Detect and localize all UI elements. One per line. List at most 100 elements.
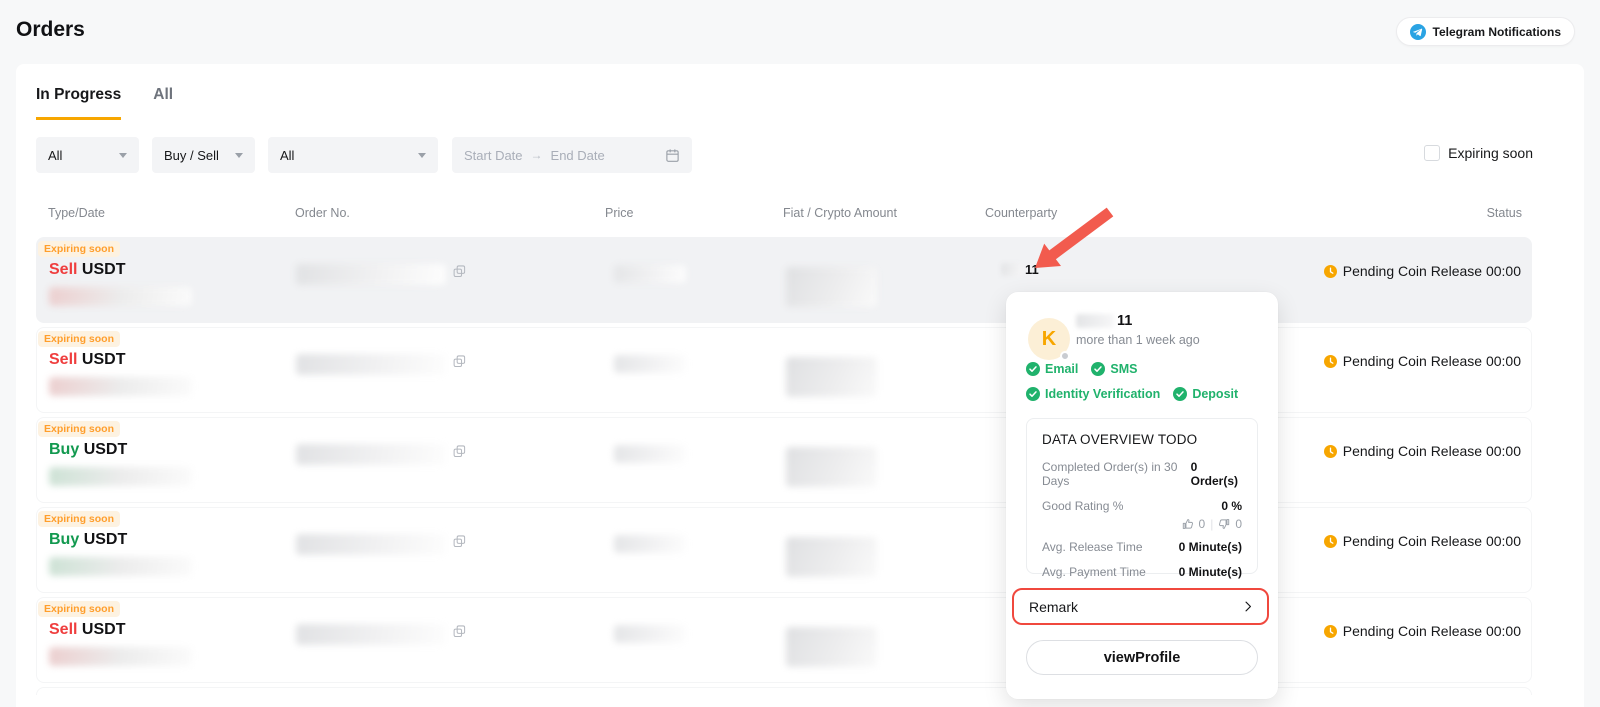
col-header-price: Price [605,206,634,220]
order-asset: USDT [81,621,126,638]
orders-card: In Progress All All Buy / Sell All Start… [16,64,1584,707]
copy-icon[interactable] [453,625,466,638]
remark-button[interactable]: Remark [1012,588,1269,625]
verification-badge-identity: Identity Verification [1026,387,1160,401]
coin-filter-dropdown[interactable]: All [36,137,139,173]
order-status: Pending Coin Release 00:00 [1323,353,1521,369]
verification-badge-email: Email [1026,362,1078,376]
order-number-redacted [296,444,446,465]
order-side: Sell [49,261,78,278]
order-number-redacted [296,534,446,555]
order-side: Sell [49,621,78,638]
order-price-redacted [614,445,686,463]
copy-icon[interactable] [453,265,466,278]
verification-label: Identity Verification [1045,387,1161,401]
order-amount-redacted [786,627,877,667]
col-header-fiat-crypto-amount: Fiat / Crypto Amount [783,206,897,220]
completed-orders-value: 0 Order(s) [1190,460,1238,488]
counterparty-name[interactable]: 11 [1001,262,1039,277]
topbar: Orders Telegram Notifications [0,0,1600,64]
date-range-picker[interactable]: Start Date → End Date [452,137,692,173]
order-row-partial[interactable] [36,687,1532,695]
tab-in-progress[interactable]: In Progress [36,86,122,120]
copy-icon[interactable] [453,355,466,368]
end-date-placeholder: End Date [550,147,605,163]
expiring-soon-checkbox-control[interactable]: Expiring soon [1424,145,1533,161]
avg-payment-label: Avg. Payment Time [1042,565,1146,579]
order-status-text: Pending Coin Release 00:00 [1342,263,1521,279]
telegram-icon [1409,23,1426,40]
order-amount-redacted [786,537,877,577]
offline-status-dot [1060,351,1070,361]
data-overview-box: DATA OVERVIEW TODO Completed Order(s) in… [1026,418,1258,579]
telegram-notifications-button[interactable]: Telegram Notifications [1395,17,1575,46]
order-number-redacted [296,264,446,285]
order-date-redacted [49,557,192,576]
order-row[interactable]: Expiring soon Sell USDT Pending Coin Rel… [36,597,1532,683]
check-circle-icon [1026,387,1040,401]
status-filter-dropdown[interactable]: All [268,137,438,173]
status-filter-value: All [280,147,295,163]
tabs: In Progress All [36,86,173,120]
col-header-order-no: Order No. [295,206,350,220]
verification-label: SMS [1110,362,1138,376]
check-circle-icon [1091,362,1106,376]
thumbs-up-count: 0 [1198,517,1206,531]
order-amount-redacted [786,357,877,397]
col-header-type-date: Type/Date [48,206,105,220]
expiring-soon-badge: Expiring soon [38,331,121,347]
order-type: Buy USDT [49,441,127,459]
expiring-soon-badge: Expiring soon [38,601,121,617]
remark-label: Remark [1029,598,1079,615]
counterparty-suffix: 11 [1025,262,1039,277]
order-row[interactable]: Expiring soon Sell USDT 11 Pending Coin … [36,237,1532,323]
last-seen-text: more than 1 week ago [1076,333,1200,347]
order-number-redacted [296,624,446,645]
order-price-redacted [614,355,686,373]
calendar-icon[interactable] [665,148,680,163]
avg-release-label: Avg. Release Time [1042,540,1143,554]
counterparty-popup: K 11 more than 1 week ago Email SMS Iden… [1006,292,1278,699]
col-header-counterparty: Counterparty [985,206,1058,220]
order-type: Sell USDT [49,261,125,279]
order-row[interactable]: Expiring soon Sell USDT Pending Coin Rel… [36,327,1532,413]
check-circle-icon [1026,362,1040,376]
order-asset: USDT [83,441,128,458]
verification-badge-deposit: Deposit [1173,387,1238,401]
good-rating-row: Good Rating % 0 % [1042,499,1242,513]
counterparty-redacted [1001,263,1023,276]
page-title: Orders [16,18,85,41]
verification-label: Deposit [1192,387,1239,401]
copy-icon[interactable] [453,445,466,458]
avg-release-value: 0 Minute(s) [1178,540,1242,554]
copy-icon[interactable] [453,535,466,548]
side-filter-dropdown[interactable]: Buy / Sell [152,137,255,173]
expiring-soon-checkbox[interactable] [1424,145,1441,161]
verification-badges: Email SMS Identity Verification Deposit [1026,362,1258,401]
good-rating-label: Good Rating % [1042,499,1124,513]
expiring-soon-badge: Expiring soon [38,241,121,257]
name-redacted [1076,314,1114,328]
tab-all[interactable]: All [153,86,174,103]
chevron-down-icon [119,152,127,158]
order-date-redacted [49,377,192,396]
verification-badge-sms: SMS [1091,362,1137,376]
avg-payment-value: 0 Minute(s) [1178,565,1242,579]
thumbs-up-icon [1182,518,1194,530]
start-date-placeholder: Start Date [464,147,523,163]
order-side: Buy [49,441,80,458]
order-row[interactable]: Expiring soon Buy USDT Pending Coin Rele… [36,507,1532,593]
expiring-soon-badge: Expiring soon [38,511,121,527]
order-side: Buy [49,531,80,548]
telegram-button-label: Telegram Notifications [1432,24,1561,39]
completed-orders-label: Completed Order(s) in 30 Days [1042,460,1178,488]
order-row[interactable]: Expiring soon Buy USDT Pending Coin Rele… [36,417,1532,503]
chevron-down-icon [235,152,243,158]
view-profile-button[interactable]: viewProfile [1026,640,1258,675]
order-asset: USDT [81,261,126,278]
order-status-text: Pending Coin Release 00:00 [1342,353,1521,369]
order-date-redacted [49,467,192,486]
order-date-redacted [49,287,192,306]
order-number-redacted [296,354,446,375]
orders-list: Expiring soon Sell USDT 11 Pending Coin … [36,237,1532,695]
